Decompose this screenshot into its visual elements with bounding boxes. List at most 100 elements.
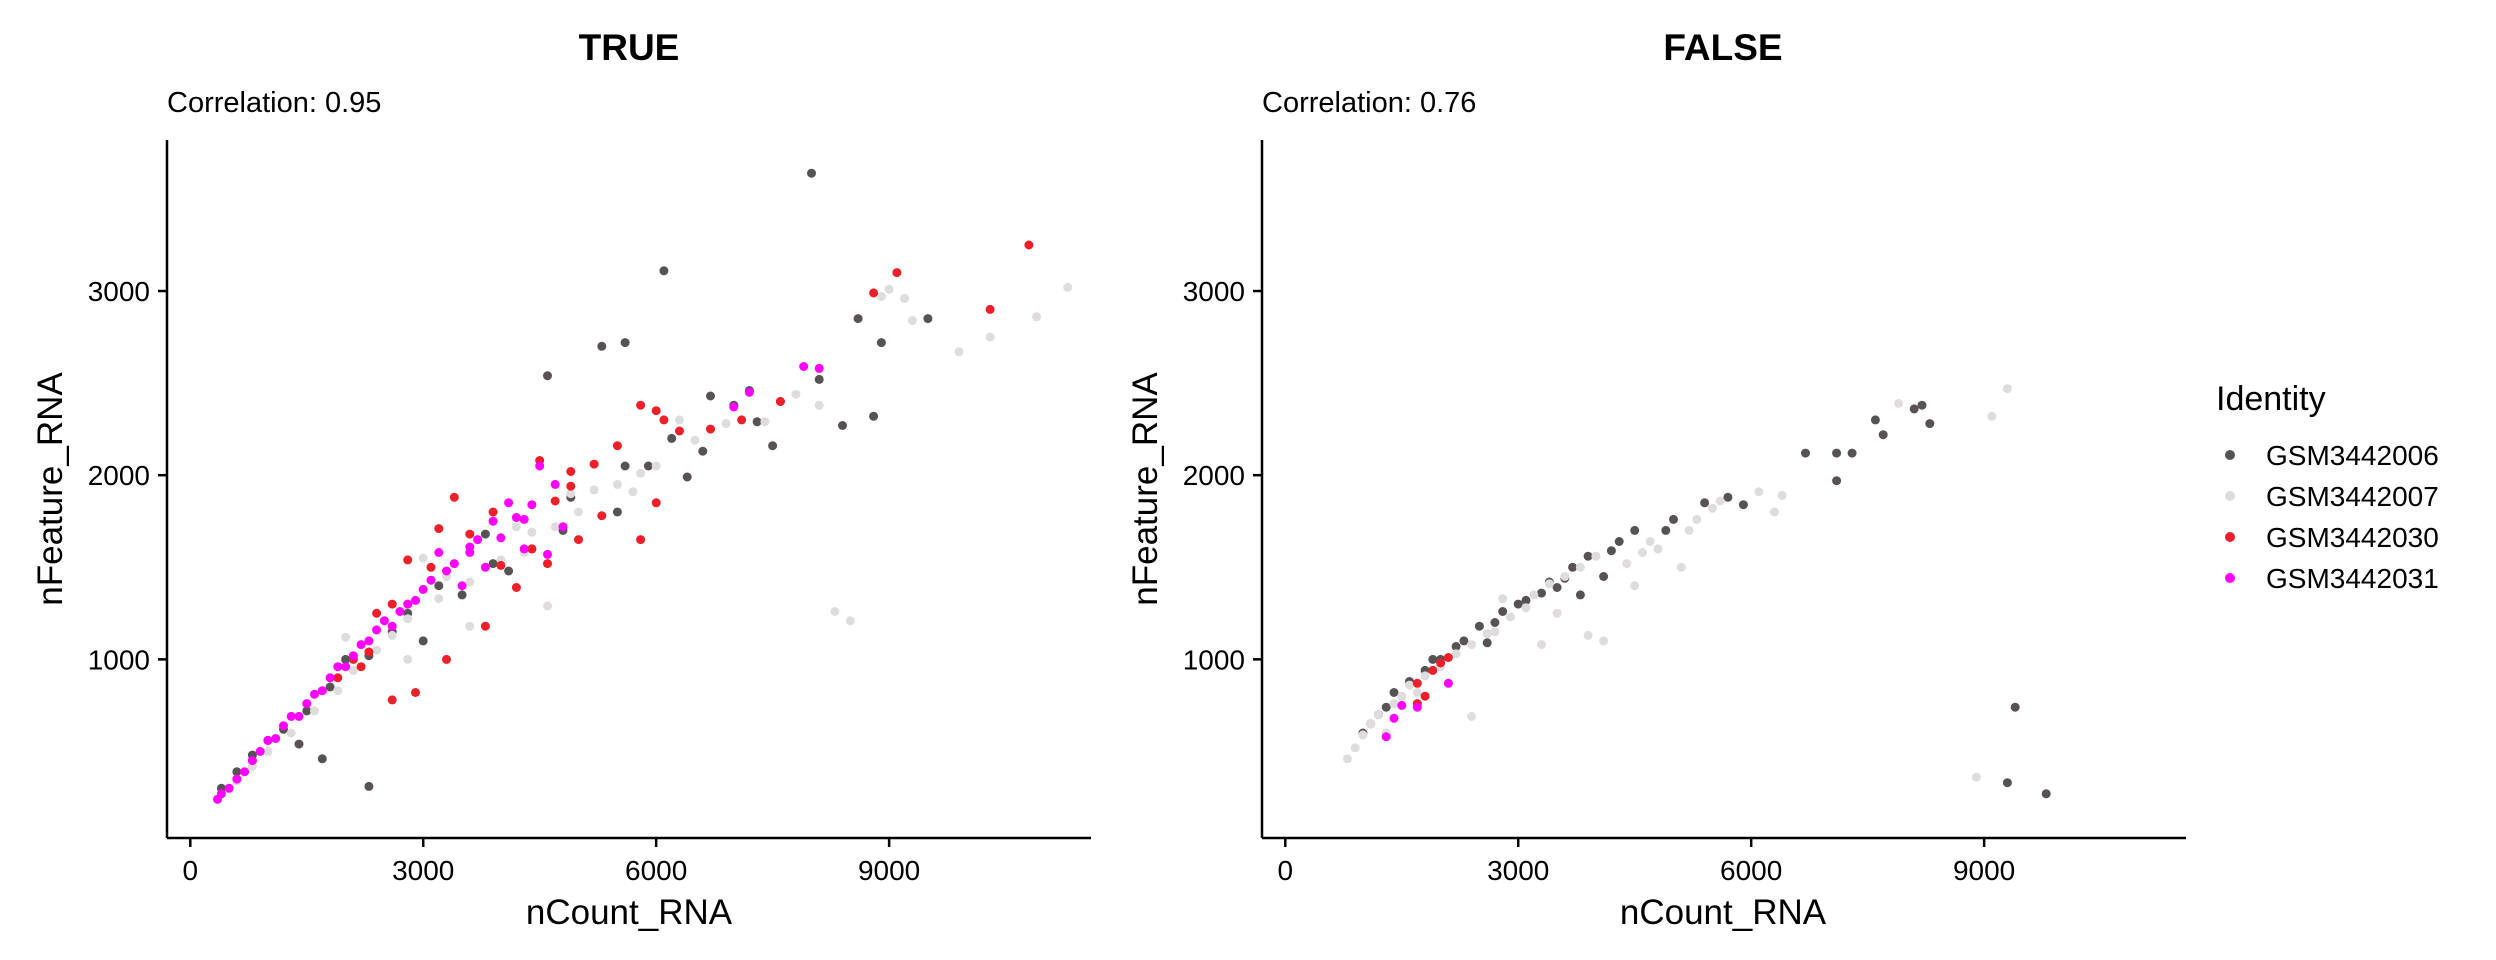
data-point [286,728,296,738]
data-point [1894,398,1904,408]
data-point [1537,640,1546,650]
x-tick-label: 0 [1278,855,1294,886]
data-point [1801,448,1810,458]
data-point [302,699,312,709]
data-point [465,577,475,587]
data-point [224,783,234,793]
correlation-subtitle: Correlation: 0.95 [167,87,381,119]
data-point [643,461,653,471]
data-point [1490,627,1500,637]
data-point [1544,579,1554,589]
data-point [348,651,358,661]
data-point [457,590,467,600]
data-point [364,636,374,646]
y-ticks: 1000 2000 3000 [1183,276,1262,675]
data-point [574,507,583,517]
data-point [240,767,250,777]
x-axis-label: nCount_RNA [526,893,733,932]
data-point [628,487,638,497]
legend-items: GSM3442006 GSM3442007 GSM3442030 GSM3442031 [2225,440,2439,594]
data-point [255,746,265,756]
data-point [1909,404,1919,414]
data-point [876,338,886,348]
data-point [356,662,366,672]
data-point [1614,537,1624,546]
data-point [232,774,242,784]
data-point [356,640,366,650]
data-point [1878,430,1888,440]
data-point [550,479,560,489]
data-point [348,665,358,675]
data-point [814,374,824,384]
data-point [379,616,389,626]
data-point [488,559,498,569]
data-point [387,630,397,640]
data-point [1389,713,1399,723]
data-point [2041,789,2051,799]
data-point [651,498,661,508]
data-point [465,542,475,552]
data-point [1467,711,1477,721]
data-point [2002,778,2012,788]
data-point [1428,665,1438,675]
data-point [465,621,475,631]
data-point [729,402,739,412]
data-point [263,735,273,745]
data-point [1638,548,1647,557]
data-point [411,688,420,697]
data-point [1374,710,1383,720]
y-tick-label: 3000 [88,276,150,307]
data-point [1700,498,1710,508]
data-point [1560,572,1570,581]
data-point [612,507,622,517]
data-point [1917,400,1927,410]
legend-label: GSM3442030 [2266,522,2439,553]
data-point [1063,282,1073,292]
data-point [341,632,351,642]
data-point [1405,680,1414,690]
data-point [1645,537,1655,546]
y-tick-label: 3000 [1183,276,1245,307]
data-point [511,522,521,532]
data-point [1692,514,1702,524]
legend-swatch [2225,573,2235,583]
data-point [1669,514,1678,524]
data-point [294,711,304,721]
data-point [418,553,428,563]
data-point [395,607,405,616]
x-tick-label: 6000 [625,855,687,886]
data-point [364,647,374,657]
data-point [1498,607,1508,616]
data-point [372,645,382,655]
data-point [923,314,933,324]
data-point [511,583,521,592]
data-point [1738,500,1748,510]
data-point [480,621,490,631]
data-point [1552,608,1562,618]
y-tick-label: 1000 [88,644,150,675]
data-point [387,621,397,631]
data-point [1389,699,1399,709]
data-point [589,459,599,469]
data-point [434,524,444,534]
data-point [807,168,816,178]
legend-label: GSM3442007 [2266,481,2439,512]
data-point [597,341,607,351]
data-point [543,371,552,381]
y-tick-label: 2000 [88,460,150,491]
data-point [775,397,785,406]
data-point [1847,448,1857,458]
data-point [317,686,327,696]
data-point [488,507,498,517]
data-point [480,562,490,572]
data-point [387,695,397,705]
data-point [1575,590,1585,600]
data-point [1436,658,1446,668]
data-point [1521,595,1531,605]
data-point [411,595,420,605]
data-point [1412,678,1422,688]
data-point [1575,562,1585,572]
data-point [333,686,343,696]
data-point [985,332,995,342]
data-point [667,433,677,443]
